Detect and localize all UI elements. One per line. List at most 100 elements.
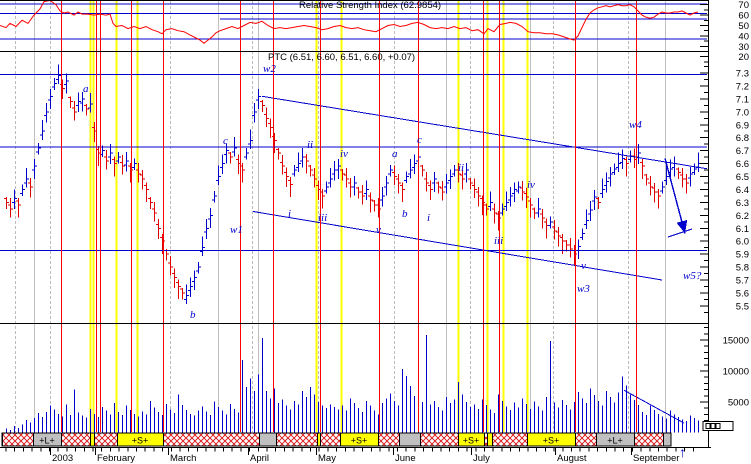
signal-segment-hatch[interactable] [575,433,596,446]
svg-text:5.8: 5.8 [736,263,749,274]
svg-text:June: June [395,453,416,464]
svg-text:a: a [392,148,398,160]
svg-text:+S+: +S+ [132,436,149,446]
svg-text:6.2: 6.2 [736,211,749,222]
signal-segment-long[interactable] [596,433,634,446]
svg-text:b: b [402,208,408,220]
signal-segment-hatch[interactable] [320,433,340,446]
svg-text:w4: w4 [629,119,642,131]
volume-bars [6,335,699,433]
svg-text:w5?: w5? [683,270,702,282]
svg-text:7.1: 7.1 [736,94,749,105]
svg-text:ii: ii [307,139,313,151]
signal-segment-gray[interactable] [663,433,671,446]
svg-text:w2: w2 [263,63,276,75]
signal-segment-hatch[interactable] [492,433,527,446]
mini-scrollbar-icon[interactable] [702,421,734,431]
signal-segment-hatch[interactable] [378,433,399,446]
svg-text:April: April [250,453,269,464]
svg-text:c: c [223,135,228,147]
signal-segment-hatch[interactable] [163,433,259,446]
svg-text:5.9: 5.9 [736,250,749,261]
signal-segment-yellow[interactable] [317,433,320,446]
svg-text:70: 70 [738,0,749,11]
svg-text:iv: iv [527,179,535,191]
svg-text:w3: w3 [577,283,590,295]
svg-text:+S+: +S+ [351,436,368,446]
svg-text:20: 20 [738,52,749,63]
rsi-indicator-title: Relative Strength Index (62.9854) [299,0,442,11]
svg-text:+S+: +S+ [463,436,480,446]
svg-text:September: September [633,453,679,464]
signal-segment-short[interactable] [527,433,575,446]
svg-text:40: 40 [738,31,749,42]
svg-text:May: May [318,453,336,464]
svg-text:50: 50 [738,21,749,32]
signal-segment-hatch[interactable] [420,433,458,446]
svg-text:iv: iv [340,148,348,160]
signal-segment-short[interactable] [340,433,378,446]
signal-segment-gray[interactable] [399,433,420,446]
svg-text:30: 30 [738,42,749,53]
svg-text:+S+: +S+ [543,436,560,446]
svg-text:March: March [170,453,196,464]
signal-segment-short[interactable] [117,433,163,446]
svg-text:10000: 10000 [723,367,749,378]
svg-text:6.3: 6.3 [736,198,749,209]
svg-text:February: February [97,453,135,464]
svg-text:i: i [288,208,291,220]
svg-text:60: 60 [738,11,749,22]
svg-text:c: c [417,134,422,146]
trend-channel [252,95,708,424]
signal-segment-long[interactable] [33,433,61,446]
svg-text:ii: ii [458,162,464,174]
signal-segment-gray[interactable] [259,433,276,446]
svg-text:6.1: 6.1 [736,224,749,235]
signal-segment-hatch[interactable] [61,433,90,446]
svg-text:5.6: 5.6 [736,288,749,299]
svg-text:a: a [83,83,89,95]
svg-text:6.4: 6.4 [736,185,749,196]
signal-segment-short[interactable] [458,433,484,446]
event-lines-red [61,1,637,432]
signal-segment-yellow[interactable] [90,433,94,446]
price-bars [4,64,701,305]
svg-text:+L+: +L+ [39,436,55,446]
svg-text:i: i [427,212,430,224]
svg-text:6.5: 6.5 [736,172,749,183]
panel-borders [0,0,711,448]
signal-segment-hatch[interactable] [2,433,33,446]
svg-text:6.0: 6.0 [736,237,749,248]
signal-segment-hatch[interactable] [276,433,317,446]
svg-text:5000: 5000 [728,398,749,409]
signal-segment-yellow[interactable] [487,433,492,446]
svg-text:6.7: 6.7 [736,146,749,157]
horizontal-levels [0,3,707,251]
svg-text:July: July [473,453,490,464]
svg-text:15000: 15000 [723,336,749,347]
rsi-line [0,0,699,44]
scroll-up-arrow-icon[interactable]: ↑ [679,444,686,460]
signal-segment-hatch[interactable] [94,433,117,446]
svg-text:b: b [190,309,196,321]
date-axis: 2003 February March April May June July August S… [5,448,694,464]
svg-text:iii: iii [318,212,327,224]
svg-text:7.2: 7.2 [736,81,749,92]
svg-text:7.3: 7.3 [736,69,749,80]
price-series-title: PTC (6.51, 6.60, 6.51, 6.60, +0.07) [268,52,416,63]
svg-text:5.5: 5.5 [736,301,749,312]
svg-text:iii: iii [494,235,503,247]
svg-text:6.9: 6.9 [736,120,749,131]
svg-text:6.8: 6.8 [736,133,749,144]
svg-text:6.6: 6.6 [736,159,749,170]
svg-text:w1: w1 [230,224,243,236]
svg-text:+L+: +L+ [607,436,623,446]
signal-segment-hatch[interactable] [634,433,663,446]
svg-text:August: August [557,453,587,464]
signal-segment-hatch[interactable] [484,433,487,446]
svg-text:5.7: 5.7 [736,276,749,287]
svg-text:v: v [581,260,586,272]
